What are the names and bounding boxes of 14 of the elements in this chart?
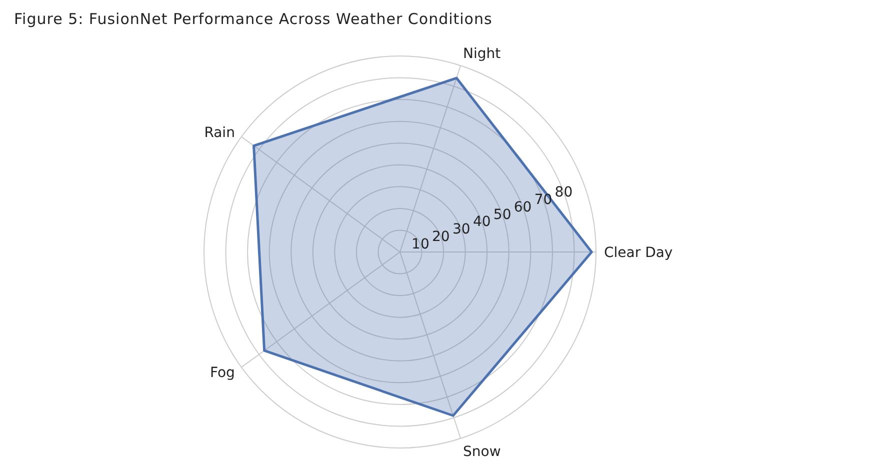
spoke-label: Snow <box>463 444 501 460</box>
spoke-label: Rain <box>204 125 235 142</box>
y-tick-label: 30 <box>452 222 470 238</box>
spoke-label: Fog <box>210 364 235 381</box>
y-tick-label: 50 <box>493 206 512 223</box>
y-tick-label: 60 <box>514 199 532 216</box>
y-tick-label: 70 <box>534 192 552 208</box>
y-tick-label: 20 <box>432 229 450 246</box>
y-tick-label: 10 <box>412 236 430 253</box>
y-tick-label: 40 <box>472 214 491 230</box>
chart-title: Figure 5: FusionNet Performance Across Weather Conditions <box>14 10 492 28</box>
spoke-label: Clear Day <box>604 244 673 261</box>
y-tick-label: 80 <box>554 184 573 200</box>
spoke-label: Night <box>463 46 502 62</box>
